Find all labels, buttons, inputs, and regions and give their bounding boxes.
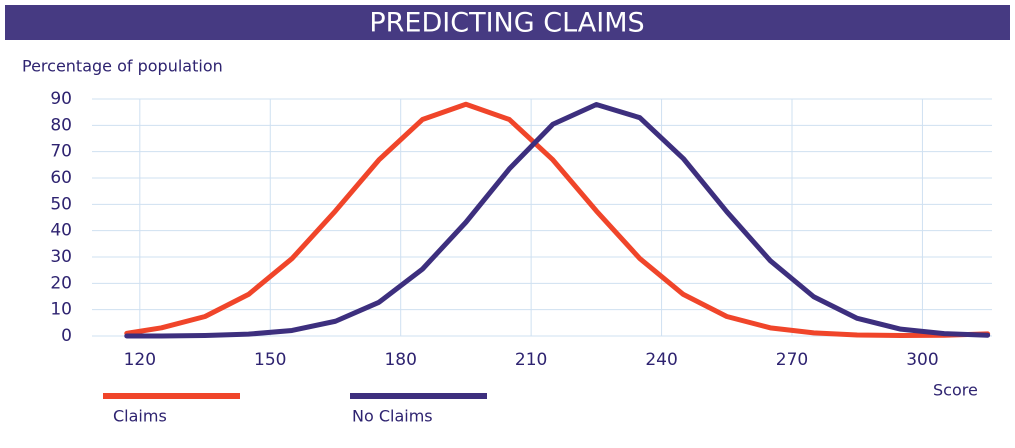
y-tick-label: 20	[50, 273, 72, 293]
x-tick-label: 210	[515, 350, 547, 370]
title-bar	[5, 5, 1010, 40]
x-axis-label: Score	[933, 381, 978, 400]
y-tick-label: 70	[50, 142, 72, 162]
y-tick-label: 30	[50, 247, 72, 267]
y-tick-label: 60	[50, 168, 72, 188]
series-line	[124, 102, 991, 339]
y-tick-label: 0	[61, 326, 72, 346]
x-tick-label: 300	[906, 350, 938, 370]
y-axis-label: Percentage of population	[22, 57, 223, 76]
y-tick-label: 10	[50, 300, 72, 320]
y-tick-label: 50	[50, 194, 72, 214]
legend-label: Claims	[113, 407, 167, 426]
x-tick-label: 240	[645, 350, 677, 370]
y-tick-label: 90	[50, 89, 72, 109]
series-line	[124, 101, 991, 338]
x-tick-label: 120	[124, 350, 156, 370]
y-tick-label: 40	[50, 221, 72, 241]
chart-title: PREDICTING CLAIMS	[369, 8, 644, 39]
x-tick-label: 180	[384, 350, 416, 370]
x-tick-label: 150	[254, 350, 286, 370]
legend-label: No Claims	[352, 407, 433, 426]
y-tick-label: 80	[50, 115, 72, 135]
x-tick-label: 270	[776, 350, 808, 370]
